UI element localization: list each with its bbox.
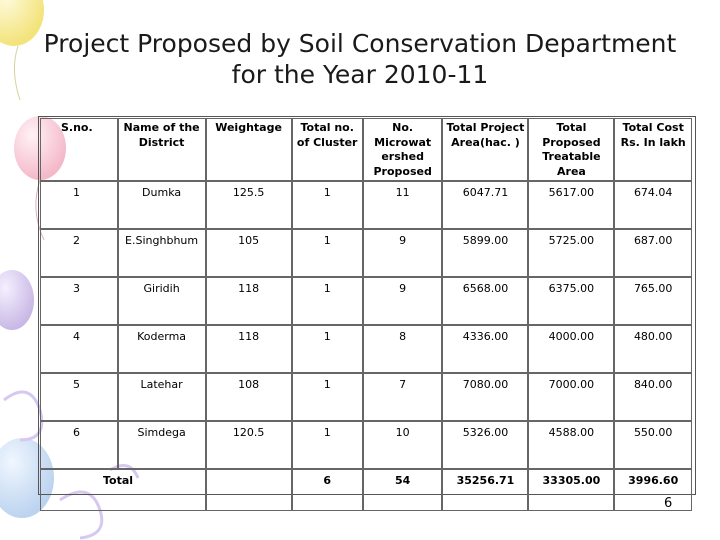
header-sno: S.no.	[40, 118, 118, 181]
cell-weightage: 120.5	[205, 421, 292, 469]
cell-clusters: 1	[291, 181, 363, 229]
table-frame	[38, 116, 696, 495]
cell-project-area: 5326.00	[442, 421, 529, 469]
cell-sno: 5	[40, 373, 118, 421]
cell-sno: 1	[40, 181, 118, 229]
cell-treatable-area: 6375.00	[528, 277, 615, 325]
cell-clusters: 1	[291, 373, 363, 421]
cell-cost: 765.00	[614, 277, 692, 325]
cell-district: E.Singhbhum	[117, 229, 206, 277]
cell-district: Dumka	[117, 181, 206, 229]
cell-district: Latehar	[117, 373, 206, 421]
cell-microwatersheds: 8	[362, 325, 443, 373]
total-row: Total 6 54 35256.71 33305.00 3996.60	[40, 469, 692, 511]
cell-microwatersheds: 9	[362, 277, 443, 325]
total-microwatersheds: 54	[362, 469, 443, 511]
total-weightage	[205, 469, 292, 511]
total-clusters: 6	[291, 469, 363, 511]
cell-project-area: 5899.00	[442, 229, 529, 277]
header-treatable-area: Total Proposed Treatable Area	[528, 118, 615, 181]
cell-district: Koderma	[117, 325, 206, 373]
purple-balloon-left	[0, 270, 34, 330]
header-weightage: Weightage	[205, 118, 292, 181]
page-number: 6	[664, 496, 673, 511]
cell-cost: 480.00	[614, 325, 692, 373]
cell-microwatersheds: 9	[362, 229, 443, 277]
cell-microwatersheds: 11	[362, 181, 443, 229]
total-treatable-area: 33305.00	[528, 469, 615, 511]
header-project-area: Total Project Area(hac. )	[442, 118, 529, 181]
cell-weightage: 125.5	[205, 181, 292, 229]
cell-sno: 6	[40, 421, 118, 469]
cell-district: Giridih	[117, 277, 206, 325]
cell-treatable-area: 5725.00	[528, 229, 615, 277]
cell-project-area: 6568.00	[442, 277, 529, 325]
cell-weightage: 118	[205, 277, 292, 325]
cell-treatable-area: 4588.00	[528, 421, 615, 469]
cell-clusters: 1	[291, 277, 363, 325]
table-row: 1 Dumka 125.5 1 11 6047.71 5617.00 674.0…	[40, 181, 692, 229]
header-cost: Total Cost Rs. In lakh	[614, 118, 692, 181]
table-header-row: S.no. Name of the District Weightage Tot…	[40, 118, 692, 181]
cell-project-area: 4336.00	[442, 325, 529, 373]
table-row: 2 E.Singhbhum 105 1 9 5899.00 5725.00 68…	[40, 229, 692, 277]
header-district: Name of the District	[117, 118, 206, 181]
cell-microwatersheds: 7	[362, 373, 443, 421]
yellow-balloon-top	[0, 0, 44, 101]
total-label: Total	[40, 469, 206, 511]
header-microwatersheds: No. Microwat ershed Proposed	[362, 118, 443, 181]
cell-cost: 687.00	[614, 229, 692, 277]
cell-sno: 4	[40, 325, 118, 373]
cell-weightage: 105	[205, 229, 292, 277]
cell-weightage: 118	[205, 325, 292, 373]
cell-treatable-area: 5617.00	[528, 181, 615, 229]
cell-clusters: 1	[291, 421, 363, 469]
cell-microwatersheds: 10	[362, 421, 443, 469]
cell-weightage: 108	[205, 373, 292, 421]
table-row: 4 Koderma 118 1 8 4336.00 4000.00 480.00	[40, 325, 692, 373]
total-project-area: 35256.71	[442, 469, 529, 511]
cell-clusters: 1	[291, 229, 363, 277]
cell-project-area: 6047.71	[442, 181, 529, 229]
soil-conservation-table: S.no. Name of the District Weightage Tot…	[40, 118, 692, 511]
table-row: 3 Giridih 118 1 9 6568.00 6375.00 765.00	[40, 277, 692, 325]
cell-cost: 674.04	[614, 181, 692, 229]
cell-sno: 2	[40, 229, 118, 277]
cell-treatable-area: 7000.00	[528, 373, 615, 421]
cell-treatable-area: 4000.00	[528, 325, 615, 373]
header-clusters: Total no. of Cluster	[291, 118, 363, 181]
slide-title: Project Proposed by Soil Conservation De…	[43, 29, 677, 89]
cell-district: Simdega	[117, 421, 206, 469]
table-row: 6 Simdega 120.5 1 10 5326.00 4588.00 550…	[40, 421, 692, 469]
cell-cost: 840.00	[614, 373, 692, 421]
table-row: 5 Latehar 108 1 7 7080.00 7000.00 840.00	[40, 373, 692, 421]
total-cost: 3996.60	[614, 469, 692, 511]
cell-sno: 3	[40, 277, 118, 325]
cell-project-area: 7080.00	[442, 373, 529, 421]
cell-clusters: 1	[291, 325, 363, 373]
cell-cost: 550.00	[614, 421, 692, 469]
